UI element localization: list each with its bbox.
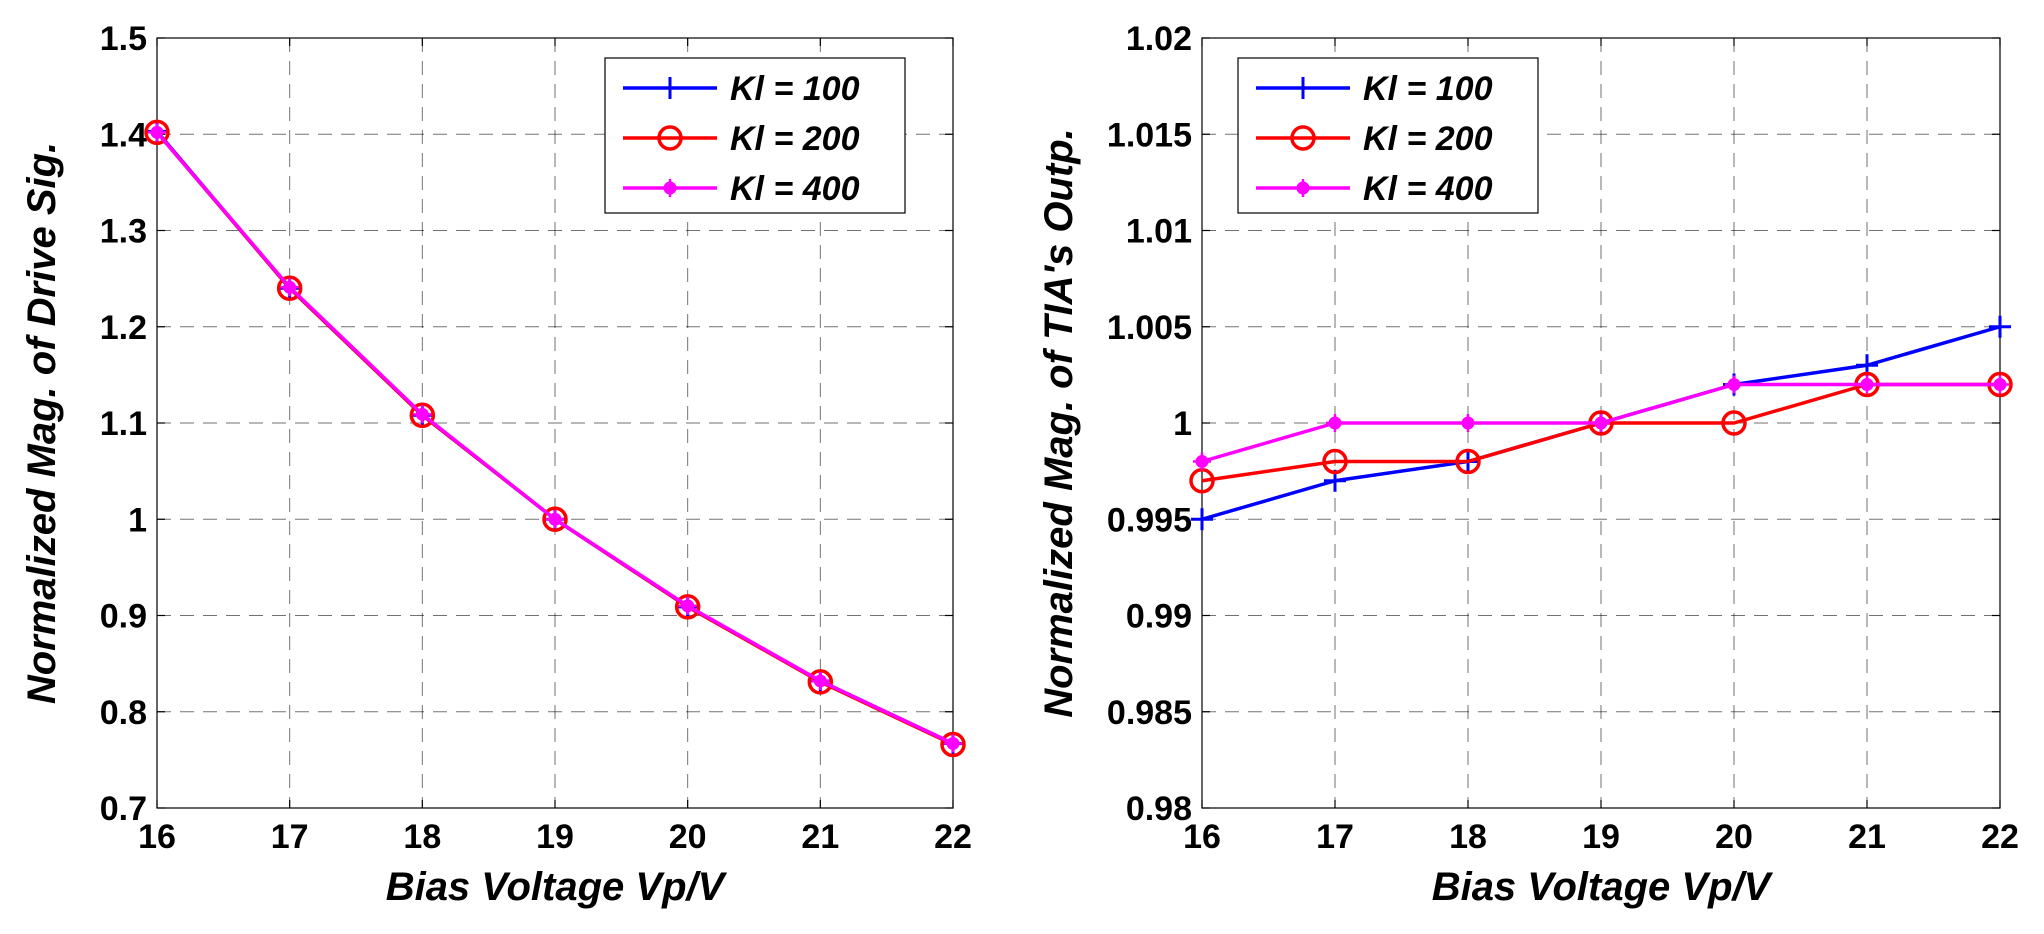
x-tick-label: 20 <box>1715 818 1753 856</box>
x-tick-label: 17 <box>1316 818 1354 856</box>
data-point <box>1455 448 1481 475</box>
chart-2: 16 17 18 19 20 21 22 0.98 0.985 0.99 0.995 1 1.005 1.… <box>1037 20 2019 909</box>
x-tick-label: 16 <box>1183 818 1221 856</box>
legend: Kl = 100 Kl = 200 Kl = 400 <box>1237 57 1539 214</box>
x-axis-label: Bias Voltage Vp/V <box>386 865 728 909</box>
y-axis-label: Normalized Mag. of TIA's Outp. <box>1037 128 1081 718</box>
data-point <box>276 275 303 301</box>
x-tick-label: 18 <box>403 818 441 856</box>
chart-1: 16 17 18 19 20 21 22 0.7 0.8 0.9 1 1.1 1.2 1.3 1.4 1.5 B… <box>20 20 972 909</box>
y-tick-label: 1.2 <box>100 309 147 347</box>
data-point <box>409 402 436 429</box>
y-tick-label: 0.995 <box>1107 501 1192 539</box>
y-tick-label: 1.015 <box>1107 116 1192 154</box>
legend-entry: Kl = 100 <box>730 70 860 108</box>
y-tick-label: 0.8 <box>100 694 147 732</box>
data-point <box>674 594 701 620</box>
x-tick-label: 17 <box>271 818 309 856</box>
y-tick-label: 0.9 <box>100 598 147 636</box>
x-tick-label: 19 <box>536 818 574 856</box>
y-tick-label: 1.4 <box>100 116 147 154</box>
legend-entry: Kl = 200 <box>730 120 860 158</box>
y-axis-label: Normalized Mag. of Drive Sig. <box>20 142 64 704</box>
legend-entry: Kl = 400 <box>730 170 860 208</box>
data-point <box>1721 410 1747 436</box>
y-tick-label: 0.985 <box>1107 694 1192 732</box>
y-tick-label: 1 <box>1173 405 1192 443</box>
data-point <box>542 506 568 532</box>
x-tick-label: 16 <box>138 818 176 856</box>
y-tick-label: 1.02 <box>1126 20 1192 58</box>
series-3 <box>148 123 962 753</box>
y-tick-label: 0.99 <box>1126 598 1192 636</box>
data-point <box>940 731 966 758</box>
legend-entry: Kl = 200 <box>1363 120 1493 158</box>
x-tick-label: 21 <box>801 818 839 856</box>
legend-swatch-marker <box>1290 125 1316 151</box>
y-tick-label: 1.01 <box>1126 213 1192 251</box>
legend-entry: Kl = 100 <box>1363 70 1493 108</box>
y-tick-label: 1.1 <box>100 405 147 443</box>
y-tick-label: 1.005 <box>1107 309 1192 347</box>
x-tick-label: 22 <box>934 818 972 856</box>
x-tick-label: 20 <box>669 818 707 856</box>
data-point <box>807 669 834 695</box>
y-tick-label: 1.3 <box>100 213 147 251</box>
x-tick-label: 22 <box>1981 818 2019 856</box>
x-tick-label: 21 <box>1848 818 1886 856</box>
x-tick-label: 18 <box>1449 818 1487 856</box>
data-point <box>144 119 170 146</box>
x-axis-label: Bias Voltage Vp/V <box>1432 865 1774 909</box>
y-tick-label: 0.7 <box>100 790 147 828</box>
x-tick-label: 19 <box>1582 818 1620 856</box>
y-tick-label: 1.5 <box>100 20 147 58</box>
y-tick-label: 0.98 <box>1126 790 1192 828</box>
data-point <box>1322 448 1348 475</box>
legend-swatch-marker <box>657 125 683 151</box>
legend-entry: Kl = 400 <box>1363 170 1493 208</box>
series-3 <box>1193 375 2009 471</box>
legend: Kl = 100 Kl = 200 Kl = 400 <box>604 57 906 214</box>
y-tick-label: 1 <box>128 501 147 539</box>
